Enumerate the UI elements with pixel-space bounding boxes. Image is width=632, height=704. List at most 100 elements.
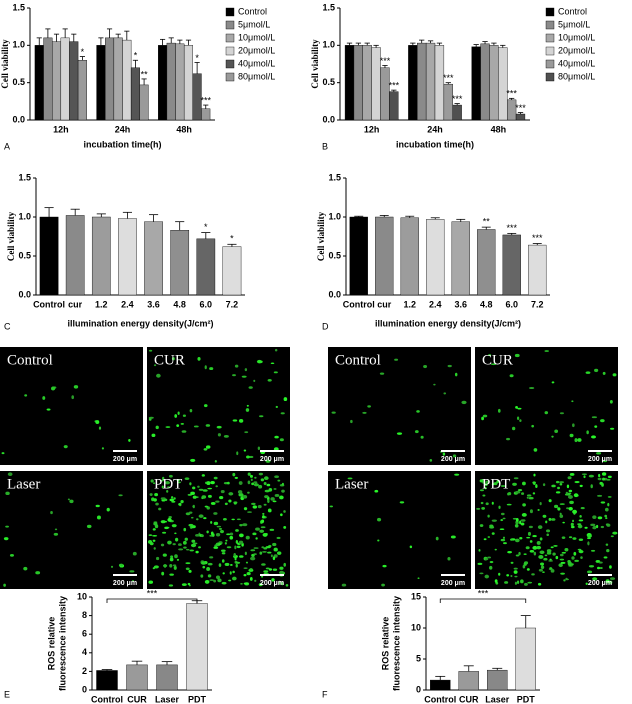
- cell: [154, 524, 159, 529]
- cell: [494, 548, 497, 551]
- cell: [9, 554, 14, 557]
- cell: [224, 502, 228, 506]
- cell: [590, 523, 596, 527]
- cell: [377, 517, 382, 522]
- bar: [487, 669, 508, 691]
- cell: [161, 571, 165, 576]
- cell: [572, 509, 578, 514]
- cell: [557, 507, 561, 511]
- bar: [477, 229, 496, 296]
- cell: [544, 554, 548, 557]
- cell: [396, 432, 403, 435]
- cell: [153, 521, 158, 524]
- cell: [249, 576, 253, 581]
- cell: [559, 553, 564, 557]
- cell: [612, 531, 618, 535]
- cell: [483, 538, 487, 541]
- cell: [597, 516, 603, 520]
- cell: [572, 537, 577, 540]
- cell: [604, 507, 609, 512]
- y-tick-label: 0.5: [322, 77, 335, 87]
- cell: [609, 565, 612, 569]
- cell: [606, 548, 610, 553]
- cell: [283, 525, 287, 529]
- cell: [603, 556, 608, 559]
- cell: [243, 582, 249, 585]
- cell: [491, 532, 495, 535]
- cell: [272, 542, 277, 547]
- x-tick-label: PDT: [188, 694, 207, 704]
- cell: [210, 531, 214, 536]
- cell: [182, 414, 186, 417]
- cell: [5, 491, 10, 496]
- legend-swatch: [545, 72, 555, 82]
- cell: [273, 371, 278, 374]
- cell: [265, 545, 271, 549]
- cell: [532, 492, 536, 495]
- y-tick-label: 1.0: [322, 40, 335, 50]
- cell: [528, 496, 534, 500]
- cell: [261, 563, 266, 566]
- cell: [187, 582, 191, 586]
- y-tick-label: 8: [82, 610, 87, 620]
- cell: [537, 582, 542, 586]
- x-axis-label: incubation time(h): [84, 139, 162, 149]
- x-tick-label: 12h: [364, 124, 380, 134]
- cell: [173, 565, 177, 570]
- cell: [244, 551, 247, 556]
- cell: [489, 524, 494, 528]
- cell: [63, 445, 68, 449]
- cell: [46, 408, 51, 411]
- cell: [487, 536, 491, 538]
- cell: [254, 476, 257, 479]
- cell: [191, 539, 196, 543]
- cell: [399, 501, 405, 504]
- cell: [283, 562, 287, 567]
- cell: [255, 527, 260, 531]
- bar: [60, 37, 70, 121]
- cell: [249, 474, 253, 478]
- cell: [234, 476, 238, 479]
- cell: [591, 416, 597, 419]
- cell: [263, 481, 267, 486]
- x-tick-label: 48h: [176, 124, 192, 134]
- bar: [77, 60, 87, 121]
- cell: [499, 528, 505, 531]
- bar: [489, 45, 499, 121]
- cell: [573, 551, 577, 556]
- x-tick-label: 7.2: [226, 299, 239, 309]
- cell: [569, 433, 574, 438]
- significance-label: *: [195, 53, 199, 63]
- cell: [512, 482, 517, 486]
- cell: [482, 494, 486, 497]
- cell: [550, 546, 554, 549]
- cell: [221, 581, 227, 585]
- cell: [538, 568, 544, 572]
- cell: [270, 362, 275, 365]
- image-label: CUR: [154, 352, 185, 368]
- cell: [535, 484, 538, 489]
- cell: [152, 528, 156, 531]
- cell: [239, 533, 244, 538]
- cell: [479, 524, 484, 528]
- cell: [263, 476, 269, 480]
- cell: [331, 411, 336, 414]
- cell: [382, 564, 387, 568]
- cell: [204, 505, 209, 508]
- cell: [513, 567, 518, 570]
- cell: [189, 549, 194, 552]
- cell: [198, 514, 204, 518]
- cell: [497, 408, 501, 413]
- bar: [96, 670, 118, 691]
- cell: [544, 350, 549, 352]
- cell: [416, 410, 420, 413]
- cell: [609, 580, 613, 585]
- cell: [515, 490, 521, 494]
- cell: [171, 500, 176, 503]
- cell: [258, 484, 263, 489]
- cell: [510, 538, 513, 541]
- cell: [263, 570, 269, 573]
- cell: [190, 491, 195, 495]
- bar: [158, 45, 168, 121]
- cell: [557, 486, 561, 490]
